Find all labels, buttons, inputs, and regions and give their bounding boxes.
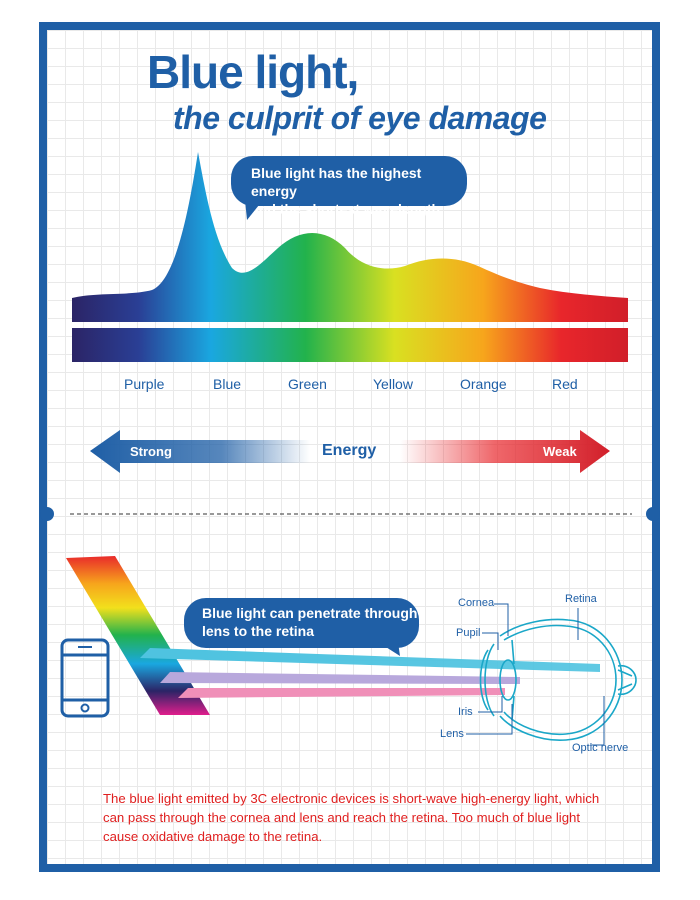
eye-diagram-icon: [479, 618, 637, 741]
eye-label-iris: Iris: [458, 706, 473, 718]
energy-callout-tail: [245, 200, 263, 220]
spectrum-bar: [72, 328, 628, 362]
eye-label-optic-nerve: Optic nerve: [572, 742, 629, 754]
energy-strong-label: Strong: [130, 444, 172, 459]
description-text: The blue light emitted by 3C electronic …: [103, 791, 600, 844]
spectrum-intensity-curve: [72, 152, 628, 322]
spectrum-label-purple: Purple: [124, 376, 165, 392]
spectrum-label-green: Green: [288, 376, 327, 392]
eye-label-lens: Lens: [440, 728, 464, 740]
title-main: Blue light,: [147, 46, 359, 98]
spectrum-label-orange: Orange: [460, 376, 507, 392]
penetrate-callout-line2: lens to the retina: [202, 623, 315, 639]
eye-label-retina: Retina: [565, 593, 597, 605]
violet-light-beam: [160, 672, 520, 684]
eye-label-pupil: Pupil: [456, 627, 481, 639]
spectrum-label-blue: Blue: [213, 376, 242, 392]
penetrate-callout: Blue light can penetrate through lens to…: [184, 598, 419, 648]
divider-dot-right: [646, 507, 660, 521]
energy-callout-line2: and the shortest wavelength: [251, 201, 441, 217]
strong-energy-arrow: [90, 430, 310, 473]
eye-label-cornea: Cornea: [458, 597, 495, 609]
energy-callout: Blue light has the highest energy and th…: [231, 156, 467, 217]
title-subtitle: the culprit of eye damage: [173, 100, 547, 136]
spectrum-label-yellow: Yellow: [373, 376, 413, 392]
spectrum-label-red: Red: [552, 376, 578, 392]
energy-weak-label: Weak: [543, 444, 577, 459]
weak-energy-arrow: [400, 430, 610, 473]
penetrate-callout-line1: Blue light can penetrate through: [202, 605, 418, 621]
pink-light-beam: [178, 688, 505, 698]
divider-dot-left: [40, 507, 54, 521]
blue-light-beam: [140, 648, 600, 672]
energy-label: Energy: [322, 442, 377, 459]
smartphone-icon: [60, 638, 110, 718]
eye-leader-lines: [466, 603, 605, 746]
energy-callout-line1: Blue light has the highest energy: [251, 165, 422, 199]
penetrate-callout-tail: [378, 642, 400, 656]
